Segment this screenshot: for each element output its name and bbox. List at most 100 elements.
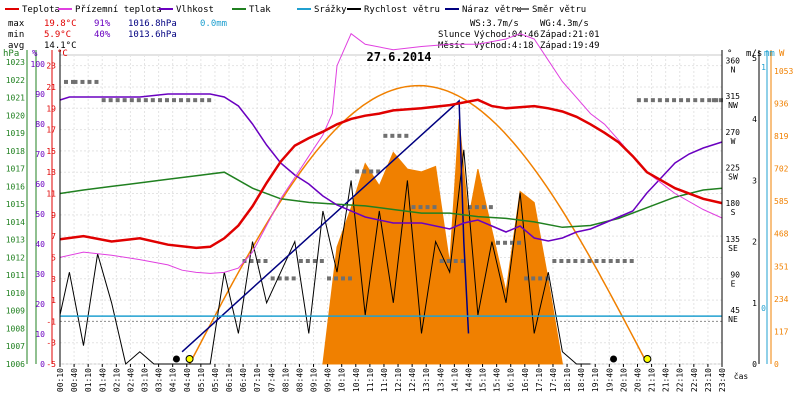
wind-direction-point	[643, 98, 648, 103]
axis-pct-tick: 90	[35, 90, 45, 99]
x-tick-label: 19:10	[591, 368, 600, 392]
wind-direction-point	[143, 98, 148, 103]
wind-direction-point	[453, 259, 458, 263]
wind-direction-point	[115, 98, 120, 103]
wind-direction-point	[679, 98, 684, 103]
x-tick-label: 16:40	[521, 368, 530, 392]
wind-direction-point	[566, 259, 571, 263]
wind-direction-point	[636, 98, 641, 103]
wind-direction-point	[404, 133, 409, 138]
x-tick-label: 12:10	[394, 368, 403, 392]
axis-hpa-tick: 1013	[6, 236, 25, 245]
wind-direction-point	[334, 276, 339, 281]
axis-hpa-tick: 1021	[6, 94, 25, 103]
axis-ms-tick: 3	[752, 176, 757, 185]
x-tick-label: 23:40	[718, 368, 727, 392]
axis-deg-tick: 270	[726, 128, 741, 137]
wind-direction-point	[256, 259, 261, 263]
wind-direction-point	[474, 205, 479, 210]
axis-hpa-tick: 1014	[6, 218, 25, 227]
wind-direction-point	[101, 98, 106, 103]
wind-direction-point	[348, 276, 353, 281]
wind-direction-point	[719, 98, 723, 103]
wind-direction-point	[369, 169, 374, 174]
legend: Teplota Přízemní teplota Vlhkost Tlak Srážky…	[5, 5, 586, 15]
axis-degc-tick: 9	[51, 211, 56, 220]
x-tick-label: 05:40	[211, 368, 220, 392]
axis-deg-compass: E	[731, 279, 736, 288]
wind-direction-point	[157, 98, 162, 103]
axis-degc-tick: 1	[51, 296, 56, 305]
axis-deg-tick: 360	[726, 57, 741, 66]
axis-ms-tick: 1	[752, 299, 757, 308]
x-tick-label: 03:10	[141, 368, 150, 392]
axes: hPa% °C ° m/s mm W102310221021102010191018101…	[3, 49, 793, 392]
wind-direction-point	[510, 240, 515, 245]
x-tick-label: 06:40	[239, 368, 248, 392]
wind-direction-point	[573, 259, 578, 263]
wind-direction-point	[87, 79, 92, 84]
x-tick-label: 21:40	[662, 368, 671, 392]
legend-label: Tlak	[249, 5, 271, 15]
axis-deg-compass: W	[731, 137, 736, 146]
axis-degc-tick: 19	[46, 104, 56, 113]
moon-set: Západ:19:49	[540, 41, 600, 51]
wind-direction-point	[467, 205, 472, 210]
axis-wm2-tick: 819	[774, 132, 789, 141]
wind-direction-point	[714, 98, 719, 103]
wind-direction-point	[650, 98, 655, 103]
x-tick-label: 15:10	[479, 368, 488, 392]
axis-hpa-tick: 1010	[6, 289, 25, 298]
x-tick-label: 22:10	[676, 368, 685, 392]
x-tick-label: 17:10	[535, 368, 544, 392]
wind-direction-point	[284, 276, 289, 281]
axis-degc-tick: -3	[46, 339, 56, 348]
axis-pct-tick: 0	[40, 360, 45, 369]
axis-degc-tick: -1	[46, 317, 56, 326]
wind-direction-point	[425, 205, 430, 210]
wind-direction-point	[71, 79, 75, 84]
sunset-icon	[643, 355, 652, 363]
wind-direction-point	[693, 98, 698, 103]
wind-direction-point	[397, 133, 402, 138]
wind-direction-point	[122, 98, 127, 103]
axis-wm2-tick: 936	[774, 99, 789, 108]
series-temperature	[59, 98, 723, 250]
x-tick-label: 01:40	[98, 368, 107, 392]
x-tick-label: 00:40	[70, 368, 79, 392]
wind-direction-point	[559, 259, 564, 263]
axis-deg-compass: S	[731, 208, 736, 217]
wind-direction-point	[587, 259, 592, 263]
stat-min-label: min	[8, 30, 24, 40]
wind-direction-point	[460, 259, 465, 263]
wind-direction-point	[622, 259, 627, 263]
axis-degc-tick: 11	[46, 190, 56, 199]
x-tick-label: 23:10	[704, 368, 713, 392]
chart-title: 27.6.2014	[366, 50, 431, 64]
x-tick-label: 04:10	[169, 368, 178, 392]
wind-direction-point	[496, 240, 501, 245]
axis-hpa-tick: 1018	[6, 147, 25, 156]
legend-label: Směr větru	[532, 5, 586, 15]
axis-deg-tick: 90	[730, 270, 740, 279]
wind-direction-point	[362, 169, 367, 174]
wind-direction-point	[446, 259, 451, 263]
x-tick-label: 16:10	[507, 368, 516, 392]
axis-degc-tick: 7	[51, 232, 56, 241]
axis-pct-tick: 80	[35, 120, 45, 129]
axis-deg-tick: 180	[726, 199, 741, 208]
axis-ms-tick: 0	[752, 360, 757, 369]
wind-direction-point	[712, 98, 716, 103]
axis-mm-tick: 1	[761, 63, 766, 72]
solar-theoretical-curve	[188, 84, 646, 365]
wind-direction-point	[312, 259, 317, 263]
wind-direction-point	[186, 98, 191, 103]
series-wind-speed	[59, 149, 591, 365]
axis-pct-tick: 100	[31, 60, 46, 69]
axis-hpa-tick: 1019	[6, 129, 25, 138]
series-humidity	[59, 93, 723, 242]
wind-direction-point	[305, 259, 310, 263]
axis-wm2-tick: 0	[774, 360, 779, 369]
wind-direction-point	[700, 98, 705, 103]
wind-direction-point	[665, 98, 670, 103]
